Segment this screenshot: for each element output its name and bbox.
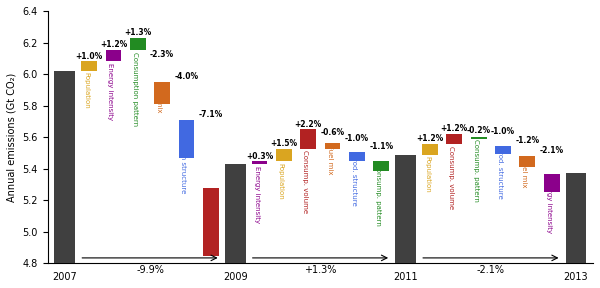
Text: Energy intensity: Energy intensity	[107, 63, 113, 120]
Text: -9.9%: -9.9%	[136, 265, 164, 275]
Text: +0.3%: +0.3%	[246, 152, 273, 161]
Text: Production structure: Production structure	[181, 122, 187, 193]
Bar	[154, 82, 170, 104]
Text: -0.6%: -0.6%	[320, 128, 344, 137]
Bar	[349, 152, 365, 161]
Text: +1.3%: +1.3%	[304, 265, 337, 275]
Bar	[106, 50, 121, 61]
Text: +1.2%: +1.2%	[416, 134, 443, 143]
Bar	[395, 155, 416, 264]
Text: -1.1%: -1.1%	[369, 142, 394, 151]
Text: -4.0%: -4.0%	[175, 72, 199, 81]
Text: Prod. structure: Prod. structure	[351, 154, 357, 205]
Text: -2.1%: -2.1%	[539, 146, 564, 155]
Text: Fuel mix: Fuel mix	[326, 145, 332, 175]
Bar	[130, 38, 146, 50]
Text: Population: Population	[278, 163, 284, 200]
Bar	[373, 162, 389, 171]
Text: +1.5%: +1.5%	[271, 139, 298, 148]
Text: Consumption pattern: Consumption pattern	[132, 52, 138, 126]
Bar	[544, 174, 560, 192]
Text: Population: Population	[424, 156, 430, 193]
Text: 2011: 2011	[393, 272, 418, 282]
Bar	[81, 61, 97, 71]
Bar	[495, 146, 511, 154]
Text: Fuel mix: Fuel mix	[156, 84, 162, 113]
Bar	[520, 156, 535, 166]
Text: -1.0%: -1.0%	[345, 134, 369, 143]
Bar	[225, 164, 245, 264]
Text: +1.2%: +1.2%	[100, 40, 127, 49]
Text: -1.0%: -1.0%	[491, 127, 515, 136]
Text: +1.2%: +1.2%	[440, 124, 468, 133]
Text: Population: Population	[83, 73, 89, 109]
Text: 2007: 2007	[52, 272, 77, 282]
Bar	[471, 137, 487, 139]
Text: Consump. pattern: Consump. pattern	[473, 139, 479, 202]
Y-axis label: Annual emissions (Gt CO₂): Annual emissions (Gt CO₂)	[7, 73, 17, 202]
Bar	[251, 162, 268, 164]
Bar	[203, 188, 219, 255]
Text: +2.2%: +2.2%	[295, 120, 322, 129]
Bar	[446, 134, 462, 144]
Text: Consump. pattern: Consump. pattern	[375, 163, 381, 226]
Text: 2009: 2009	[223, 272, 247, 282]
Text: 2013: 2013	[564, 272, 589, 282]
Text: Energy intensity: Energy intensity	[254, 166, 260, 223]
Text: +1.3%: +1.3%	[124, 28, 151, 37]
Text: -2.3%: -2.3%	[150, 50, 174, 59]
Text: -2.1%: -2.1%	[477, 265, 505, 275]
Bar	[301, 130, 316, 149]
Bar	[276, 149, 292, 162]
Text: +1.0%: +1.0%	[76, 52, 103, 61]
Text: Fuel mix: Fuel mix	[521, 158, 527, 187]
Bar	[325, 143, 340, 149]
Text: Energy intensity: Energy intensity	[545, 176, 551, 233]
Bar	[55, 71, 75, 264]
Text: -7.1%: -7.1%	[199, 110, 223, 119]
Text: Consump. volume: Consump. volume	[302, 150, 308, 213]
Text: Consump. volume: Consump. volume	[448, 146, 454, 209]
Text: -1.2%: -1.2%	[515, 136, 539, 145]
Bar	[179, 120, 194, 158]
Bar	[422, 144, 438, 155]
Text: Prod. structure: Prod. structure	[497, 147, 503, 199]
Text: Consump. volume: Consump. volume	[205, 189, 211, 252]
Text: -0.2%: -0.2%	[467, 126, 491, 134]
Bar	[566, 173, 586, 264]
